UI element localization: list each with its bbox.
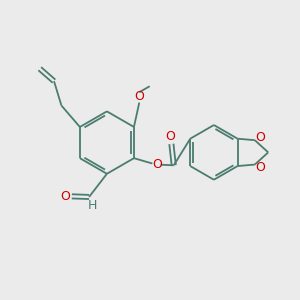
Text: O: O: [134, 90, 144, 103]
Text: O: O: [255, 131, 265, 144]
Text: O: O: [255, 161, 265, 174]
Text: H: H: [88, 199, 97, 212]
Text: O: O: [165, 130, 175, 143]
Text: O: O: [152, 158, 162, 171]
Text: O: O: [60, 190, 70, 203]
